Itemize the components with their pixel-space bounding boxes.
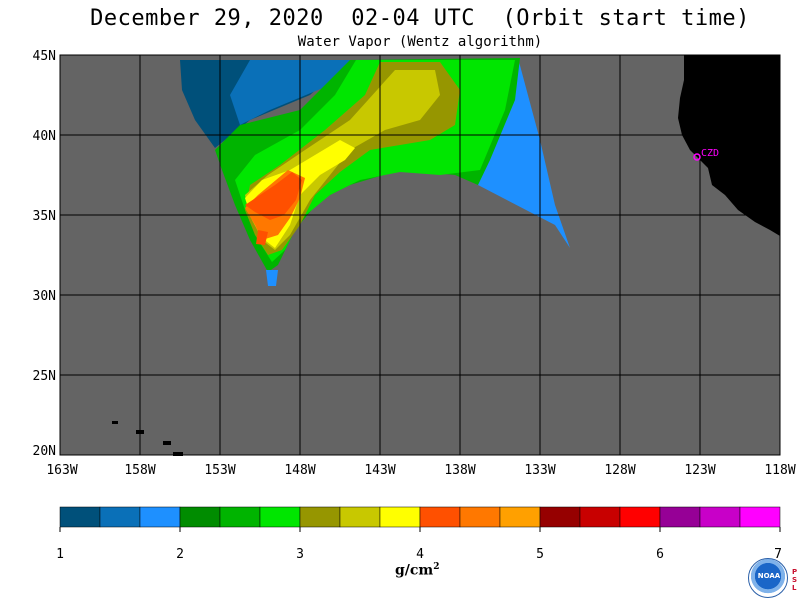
map-title: December 29, 2020 02-04 UTC (Orbit start… bbox=[90, 6, 750, 31]
legend-tick-label: 2 bbox=[176, 547, 184, 562]
swath bbox=[180, 58, 570, 286]
legend-swatch bbox=[699, 506, 741, 528]
legend-tick-label: 4 bbox=[416, 547, 424, 562]
lon-label: 128W bbox=[604, 463, 635, 478]
lat-label: 35N bbox=[33, 209, 56, 224]
legend-tick-label: 1 bbox=[56, 547, 64, 562]
island-hawaii bbox=[173, 452, 183, 456]
legend-tick-label: 6 bbox=[656, 547, 664, 562]
legend-swatch bbox=[539, 506, 581, 528]
station-label: CZD bbox=[701, 148, 719, 159]
lon-label: 138W bbox=[444, 463, 475, 478]
station-marker-czd bbox=[693, 153, 701, 161]
legend-swatch bbox=[99, 506, 141, 528]
noaa-logo-text: NOAA bbox=[757, 572, 781, 580]
legend-tick-label: 5 bbox=[536, 547, 544, 562]
lat-label: 45N bbox=[33, 49, 56, 64]
lon-label: 123W bbox=[684, 463, 715, 478]
legend-swatch bbox=[459, 506, 501, 528]
island-kauai bbox=[112, 421, 118, 424]
legend-swatch bbox=[299, 506, 341, 528]
legend-swatch bbox=[179, 506, 221, 528]
legend-swatch bbox=[219, 506, 261, 528]
lat-label: 40N bbox=[33, 129, 56, 144]
color-legend bbox=[59, 506, 781, 528]
lon-label: 143W bbox=[364, 463, 395, 478]
lon-label: 158W bbox=[124, 463, 155, 478]
lat-label: 30N bbox=[33, 289, 56, 304]
lon-label: 118W bbox=[764, 463, 795, 478]
legend-tick-label: 7 bbox=[774, 547, 782, 562]
legend-swatch bbox=[139, 506, 181, 528]
legend-units: g/cm2 bbox=[395, 562, 440, 579]
lat-label: 20N bbox=[33, 444, 56, 459]
legend-swatch bbox=[739, 506, 781, 528]
swath-band-11 bbox=[256, 230, 268, 245]
map-subtitle: Water Vapor (Wentz algorithm) bbox=[297, 34, 543, 50]
legend-tick-label: 3 bbox=[296, 547, 304, 562]
legend-swatch bbox=[419, 506, 461, 528]
legend-swatch bbox=[259, 506, 301, 528]
legend-swatch bbox=[659, 506, 701, 528]
psl-logo-text: P S L bbox=[792, 568, 798, 592]
legend-swatch bbox=[379, 506, 421, 528]
swath-band-2 bbox=[230, 60, 350, 125]
legend-swatch bbox=[579, 506, 621, 528]
land-california bbox=[678, 55, 780, 236]
legend-swatch bbox=[499, 506, 541, 528]
graticule bbox=[60, 55, 780, 455]
swath-band-12 bbox=[266, 270, 278, 286]
legend-ticks bbox=[59, 527, 781, 532]
lon-label: 133W bbox=[524, 463, 555, 478]
legend-swatch bbox=[59, 506, 101, 528]
lon-label: 163W bbox=[46, 463, 77, 478]
legend-swatch bbox=[619, 506, 661, 528]
lon-label: 148W bbox=[284, 463, 315, 478]
legend-swatch bbox=[339, 506, 381, 528]
lat-label: 25N bbox=[33, 369, 56, 384]
lon-label: 153W bbox=[204, 463, 235, 478]
island-maui bbox=[163, 441, 171, 445]
noaa-logo: NOAA bbox=[748, 558, 788, 598]
swath-band-10 bbox=[245, 172, 302, 220]
